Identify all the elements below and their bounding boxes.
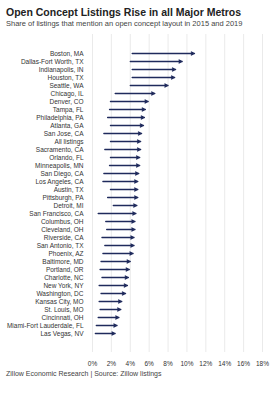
svg-text:2%: 2%: [107, 360, 117, 367]
svg-text:New York, NY: New York, NY: [43, 282, 84, 289]
svg-text:Dallas-Fort Worth, TX: Dallas-Fort Worth, TX: [21, 58, 84, 65]
svg-text:Washington, DC: Washington, DC: [36, 290, 83, 298]
svg-text:Columbus, OH: Columbus, OH: [41, 218, 84, 225]
svg-text:Charlotte, NC: Charlotte, NC: [44, 274, 84, 281]
svg-text:Chicago, IL: Chicago, IL: [51, 90, 84, 98]
svg-text:San Jose, CA: San Jose, CA: [44, 130, 84, 137]
svg-text:Las Vegas, NV: Las Vegas, NV: [41, 330, 85, 338]
svg-text:8%: 8%: [163, 360, 173, 367]
html-text:Open Concept Listings Rise in: Open Concept Listings Rise in all Major …: [6, 6, 242, 18]
svg-text:Kansas City, MO: Kansas City, MO: [35, 298, 83, 306]
svg-text:Minneapolis, MN: Minneapolis, MN: [35, 162, 84, 170]
svg-text:Houston, TX: Houston, TX: [47, 74, 84, 81]
svg-text:14%: 14%: [218, 360, 231, 367]
svg-text:San Diego, CA: San Diego, CA: [41, 170, 85, 178]
svg-text:Los Angeles, CA: Los Angeles, CA: [35, 178, 84, 186]
svg-text:Boston, MA: Boston, MA: [50, 50, 84, 57]
svg-text:10%: 10%: [180, 360, 193, 367]
svg-text:Tampa, FL: Tampa, FL: [53, 106, 84, 114]
svg-text:Sacramento, CA: Sacramento, CA: [36, 146, 84, 153]
svg-text:Orlando, FL: Orlando, FL: [49, 154, 84, 161]
svg-text:Cleveland, OH: Cleveland, OH: [41, 226, 84, 233]
svg-text:San Francisco, CA: San Francisco, CA: [29, 210, 84, 217]
svg-text:18%: 18%: [256, 360, 269, 367]
svg-text:0%: 0%: [88, 360, 98, 367]
svg-text:4%: 4%: [126, 360, 136, 367]
svg-text:San Antonio, TX: San Antonio, TX: [37, 242, 85, 249]
svg-text:Riverside, CA: Riverside, CA: [44, 234, 84, 241]
svg-text:Phoenix, AZ: Phoenix, AZ: [48, 250, 83, 257]
svg-text:All listings: All listings: [55, 138, 85, 146]
svg-text:Indianapolis, IN: Indianapolis, IN: [39, 66, 84, 74]
svg-text:Seattle, WA: Seattle, WA: [49, 82, 84, 89]
svg-text:Detroit, MI: Detroit, MI: [54, 202, 84, 209]
svg-text:12%: 12%: [199, 360, 212, 367]
svg-text:Denver, CO: Denver, CO: [50, 98, 84, 105]
svg-text:6%: 6%: [144, 360, 154, 367]
svg-text:Austin, TX: Austin, TX: [54, 186, 85, 193]
svg-text:Cincinnati, OH: Cincinnati, OH: [42, 314, 84, 321]
svg-text:Miami-Fort Lauderdale, FL: Miami-Fort Lauderdale, FL: [7, 322, 84, 329]
html-text:Share of listings that mention: Share of listings that mention an open c…: [6, 19, 243, 28]
svg-text:St. Louis, MO: St. Louis, MO: [44, 306, 83, 313]
svg-text:Baltimore, MD: Baltimore, MD: [42, 258, 83, 265]
svg-text:16%: 16%: [237, 360, 250, 367]
svg-text:Atlanta, GA: Atlanta, GA: [50, 122, 84, 129]
svg-text:Pittsburgh, PA: Pittsburgh, PA: [42, 194, 84, 202]
html-text:Zillow Economic Research | Sou: Zillow Economic Research | Source: Zillo…: [6, 370, 162, 377]
svg-text:Portland, OR: Portland, OR: [46, 266, 84, 273]
svg-text:Philadelphia, PA: Philadelphia, PA: [36, 114, 84, 122]
